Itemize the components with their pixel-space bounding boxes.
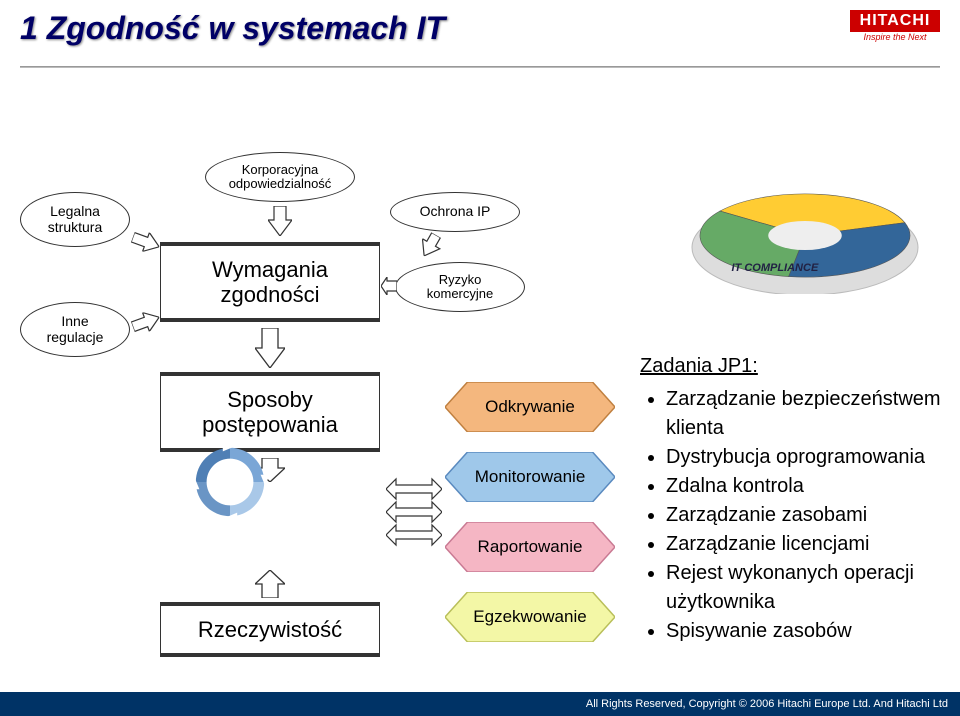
task-item: Zarządzanie zasobami [666, 501, 950, 530]
footer: All Rights Reserved, Copyright © 2006 Hi… [0, 692, 960, 716]
title-area: 1 Zgodność w systemach IT HITACHI Inspir… [20, 10, 940, 70]
arrow-risk-left [381, 277, 397, 295]
hex-label: Egzekwowanie [445, 592, 615, 642]
hex-enforce: Egzekwowanie [445, 592, 615, 642]
arrow-ip-diag [415, 230, 446, 262]
ellipse-corporate: Korporacyjnaodpowiedzialność [205, 152, 355, 202]
task-item: Dystrybucja oprogramowania [666, 443, 950, 472]
hex-report: Raportowanie [445, 522, 615, 572]
hex-label: Odkrywanie [445, 382, 615, 432]
title-divider [20, 66, 940, 68]
logo-tagline: Inspire the Next [850, 32, 940, 42]
ellipse-risk: Ryzykokomercyjne [395, 262, 525, 312]
arrow-corp-down [268, 206, 292, 236]
cycle-segments [196, 448, 264, 516]
logo-brand: HITACHI [850, 10, 940, 32]
content-area: Legalnastruktura Inneregulacje Korporacy… [0, 72, 960, 692]
hex-monitor: Monitorowanie [445, 452, 615, 502]
arrow-req-to-ways [255, 328, 285, 368]
tasks-panel: Zadania JP1: Zarządzanie bezpieczeństwem … [640, 352, 950, 646]
hex-label: Monitorowanie [445, 452, 615, 502]
slide: 1 Zgodność w systemach IT HITACHI Inspir… [0, 0, 960, 716]
ellipse-ip: Ochrona IP [390, 192, 520, 232]
rect-reality: Rzeczywistość [160, 602, 380, 657]
arrow-reality-to-cycle [255, 570, 285, 598]
arrow-legal-right [129, 228, 162, 256]
hitachi-logo: HITACHI Inspire the Next [850, 10, 940, 42]
ellipse-regulations: Inneregulacje [20, 302, 130, 357]
task-item: Rejest wykonanych operacji użytkownika [666, 559, 950, 617]
ellipse-legal: Legalnastruktura [20, 192, 130, 247]
rect-requirements: Wymaganiazgodności [160, 242, 380, 322]
tasks-heading: Zadania JP1: [640, 352, 950, 381]
task-item: Spisywanie zasobów [666, 617, 950, 646]
slide-title: 1 Zgodność w systemach IT [20, 10, 445, 47]
cycle-icon [185, 437, 275, 532]
svg-text:IT COMPLIANCE: IT COMPLIANCE [732, 262, 819, 274]
task-item: Zdalna kontrola [666, 472, 950, 501]
bidirectional-arrow-icon [386, 477, 442, 547]
arrow-regul-right [129, 308, 162, 336]
task-item: Zarządzanie bezpieczeństwem klienta [666, 385, 950, 443]
copyright-text: All Rights Reserved, Copyright © 2006 Hi… [586, 698, 948, 710]
hex-discover: Odkrywanie [445, 382, 615, 432]
it-compliance-graphic: IT COMPLIANCE [680, 164, 930, 294]
task-item: Zarządzanie licencjami [666, 530, 950, 559]
hex-label: Raportowanie [445, 522, 615, 572]
